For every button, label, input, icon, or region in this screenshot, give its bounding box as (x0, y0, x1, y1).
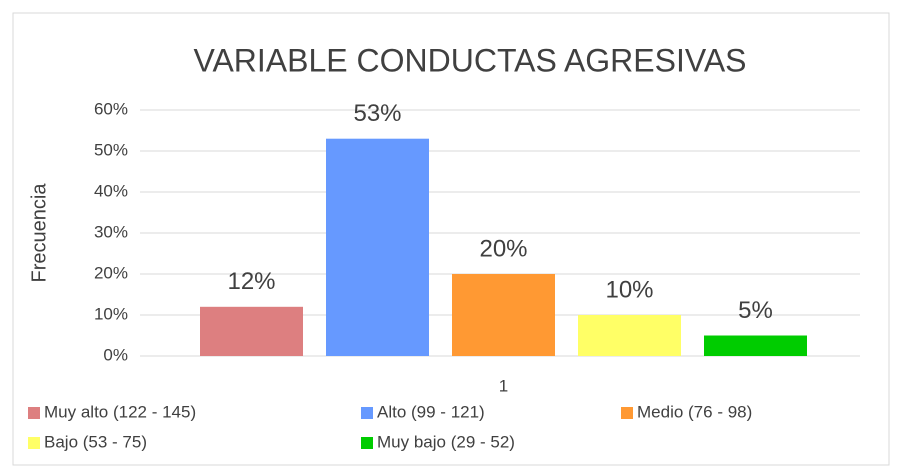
y-tick-label: 30% (94, 222, 128, 241)
legend-label: Muy alto (122 - 145) (44, 402, 196, 421)
bar (200, 306, 303, 356)
data-label: 53% (353, 100, 401, 127)
legend-label: Medio (76 - 98) (637, 402, 752, 421)
bar (704, 335, 807, 356)
data-label: 20% (479, 235, 527, 262)
legend-swatch (28, 437, 40, 449)
legend-swatch (28, 407, 40, 419)
y-tick-label: 0% (103, 345, 128, 364)
y-tick-label: 60% (94, 99, 128, 118)
legend-label: Muy bajo (29 - 52) (377, 432, 515, 451)
y-tick-label: 40% (94, 181, 128, 200)
bar (452, 274, 555, 356)
y-tick-label: 10% (94, 304, 128, 323)
bar (578, 315, 681, 356)
data-label: 10% (605, 276, 653, 303)
legend-swatch (361, 437, 373, 449)
legend-label: Alto (99 - 121) (377, 402, 485, 421)
data-label: 12% (227, 268, 275, 295)
y-tick-label: 50% (94, 140, 128, 159)
chart-title: VARIABLE CONDUCTAS AGRESIVAS (193, 42, 746, 78)
legend-swatch (361, 407, 373, 419)
x-tick-label: 1 (499, 376, 508, 395)
bar (326, 138, 429, 356)
legend-swatch (621, 407, 633, 419)
y-axis-label: Frecuencia (28, 183, 50, 283)
legend-label: Bajo (53 - 75) (44, 432, 147, 451)
chart-border (12, 12, 890, 466)
y-tick-label: 20% (94, 263, 128, 282)
data-label: 5% (738, 297, 773, 324)
